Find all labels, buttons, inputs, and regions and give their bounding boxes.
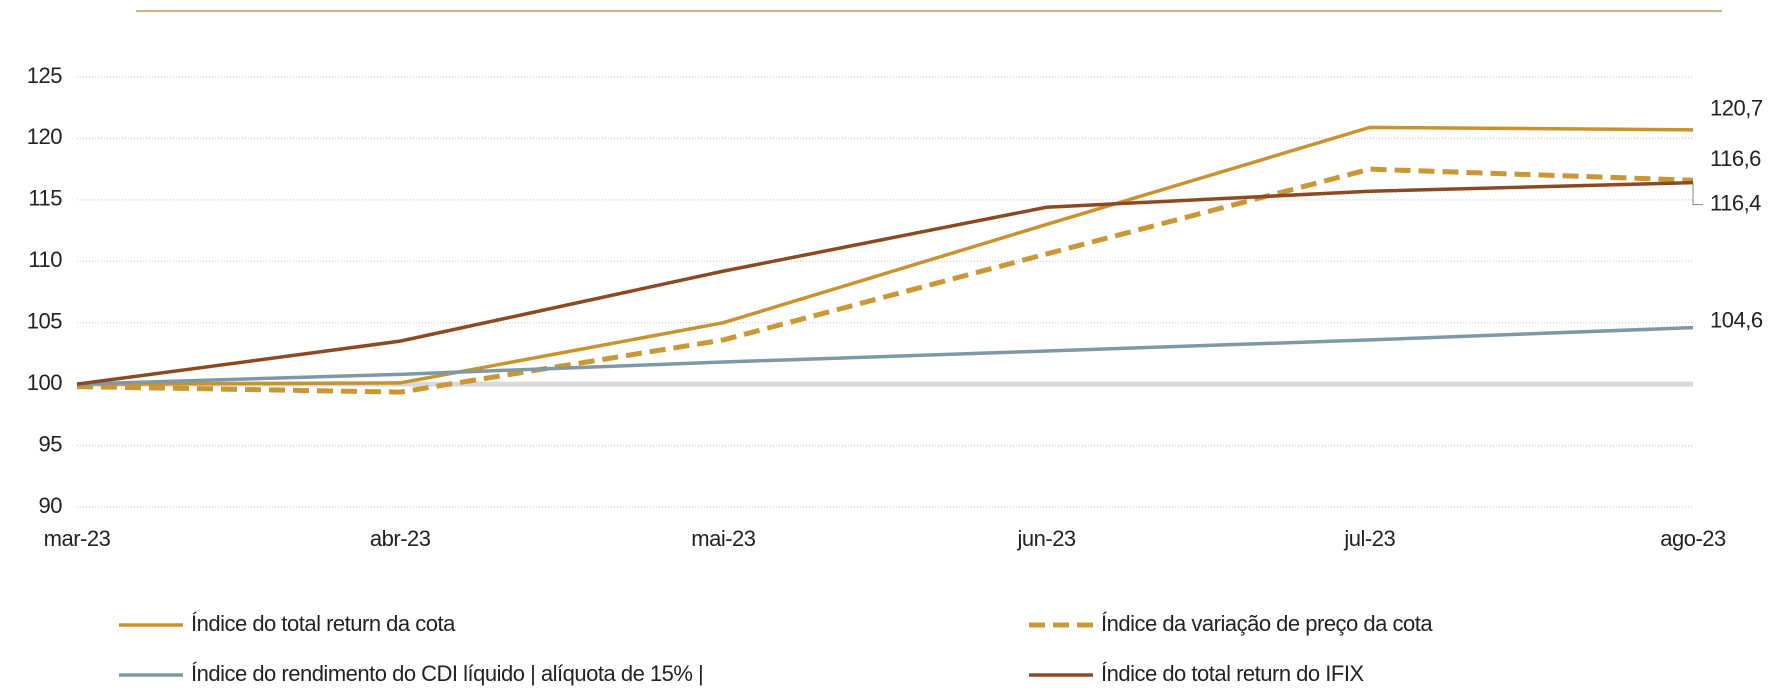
x-tick-label: mai-23 [691, 526, 756, 551]
y-tick-label: 95 [39, 431, 63, 456]
y-tick-label: 100 [27, 370, 62, 395]
value-label: 120,7 [1710, 96, 1763, 121]
x-tick-label: mar-23 [44, 526, 111, 551]
series-line [76, 325, 1694, 386]
value-label: 116,6 [1710, 146, 1761, 171]
y-tick-label: 115 [28, 186, 62, 211]
x-tick-label: ago-23 [1660, 526, 1726, 551]
legend-label: Índice do total return do IFIX [1101, 661, 1364, 686]
y-tick-label: 120 [27, 124, 62, 149]
value-label: 116,4 [1710, 190, 1761, 215]
legend-label: Índice da variação de preço da cota [1101, 611, 1433, 636]
series-line [76, 125, 1694, 386]
series-line [76, 180, 1694, 386]
x-tick-label: jul-23 [1343, 526, 1395, 551]
legend-label: Índice do rendimento do CDI líquido | al… [191, 661, 703, 686]
label-leader [1692, 182, 1703, 206]
series-line [76, 166, 1694, 395]
value-label: 104,6 [1710, 307, 1763, 332]
y-tick-label: 125 [27, 63, 62, 88]
y-tick-label: 90 [39, 493, 63, 518]
y-tick-label: 105 [27, 309, 62, 334]
x-tick-label: abr-23 [370, 526, 431, 551]
y-tick-label: 110 [28, 247, 62, 272]
legend-label: Índice do total return da cota [191, 611, 456, 636]
x-tick-label: jun-23 [1017, 526, 1076, 551]
